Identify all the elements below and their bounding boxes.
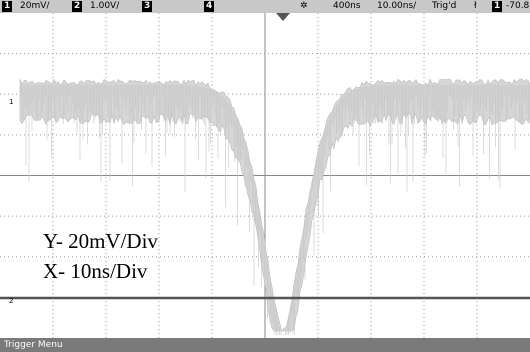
channel-4-badge: 4 bbox=[204, 1, 214, 12]
waveform-display: 1 2 Y- 20mV/Div X- 10ns/Div bbox=[0, 13, 530, 338]
channel-1-marker: 1 bbox=[9, 98, 13, 106]
time-scale: 10.00ns/ bbox=[377, 0, 416, 13]
channel-2-scale: 1.00V/ bbox=[90, 0, 119, 13]
x-scale-annotation: X- 10ns/Div bbox=[43, 259, 148, 283]
menu-bar: Trigger Menu bbox=[0, 338, 530, 352]
run-icon: ✲ bbox=[300, 0, 308, 13]
channel-3-badge: 3 bbox=[142, 1, 152, 12]
time-delay: 400ns bbox=[333, 0, 361, 13]
channel-2-badge: 2 bbox=[72, 1, 82, 12]
channel-1-trace bbox=[20, 79, 530, 335]
trigger-level: -70.8mV bbox=[506, 0, 530, 13]
trigger-slope: ł bbox=[474, 0, 477, 13]
trigger-state: Trig'd bbox=[432, 0, 456, 13]
channel-2-marker: 2 bbox=[9, 297, 13, 305]
y-scale-annotation: Y- 20mV/Div bbox=[43, 229, 158, 253]
trigger-source: 1 bbox=[492, 1, 502, 12]
channel-1-scale: 20mV/ bbox=[20, 0, 49, 13]
trigger-marker bbox=[276, 13, 290, 21]
channel-1-badge: 1 bbox=[2, 1, 12, 12]
scope-screen: 1 20mV/ 2 1.00V/ 3 4 ✲ 400ns 10.00ns/ Tr… bbox=[0, 0, 530, 352]
status-bar: 1 20mV/ 2 1.00V/ 3 4 ✲ 400ns 10.00ns/ Tr… bbox=[0, 0, 530, 13]
graticule bbox=[0, 13, 530, 338]
